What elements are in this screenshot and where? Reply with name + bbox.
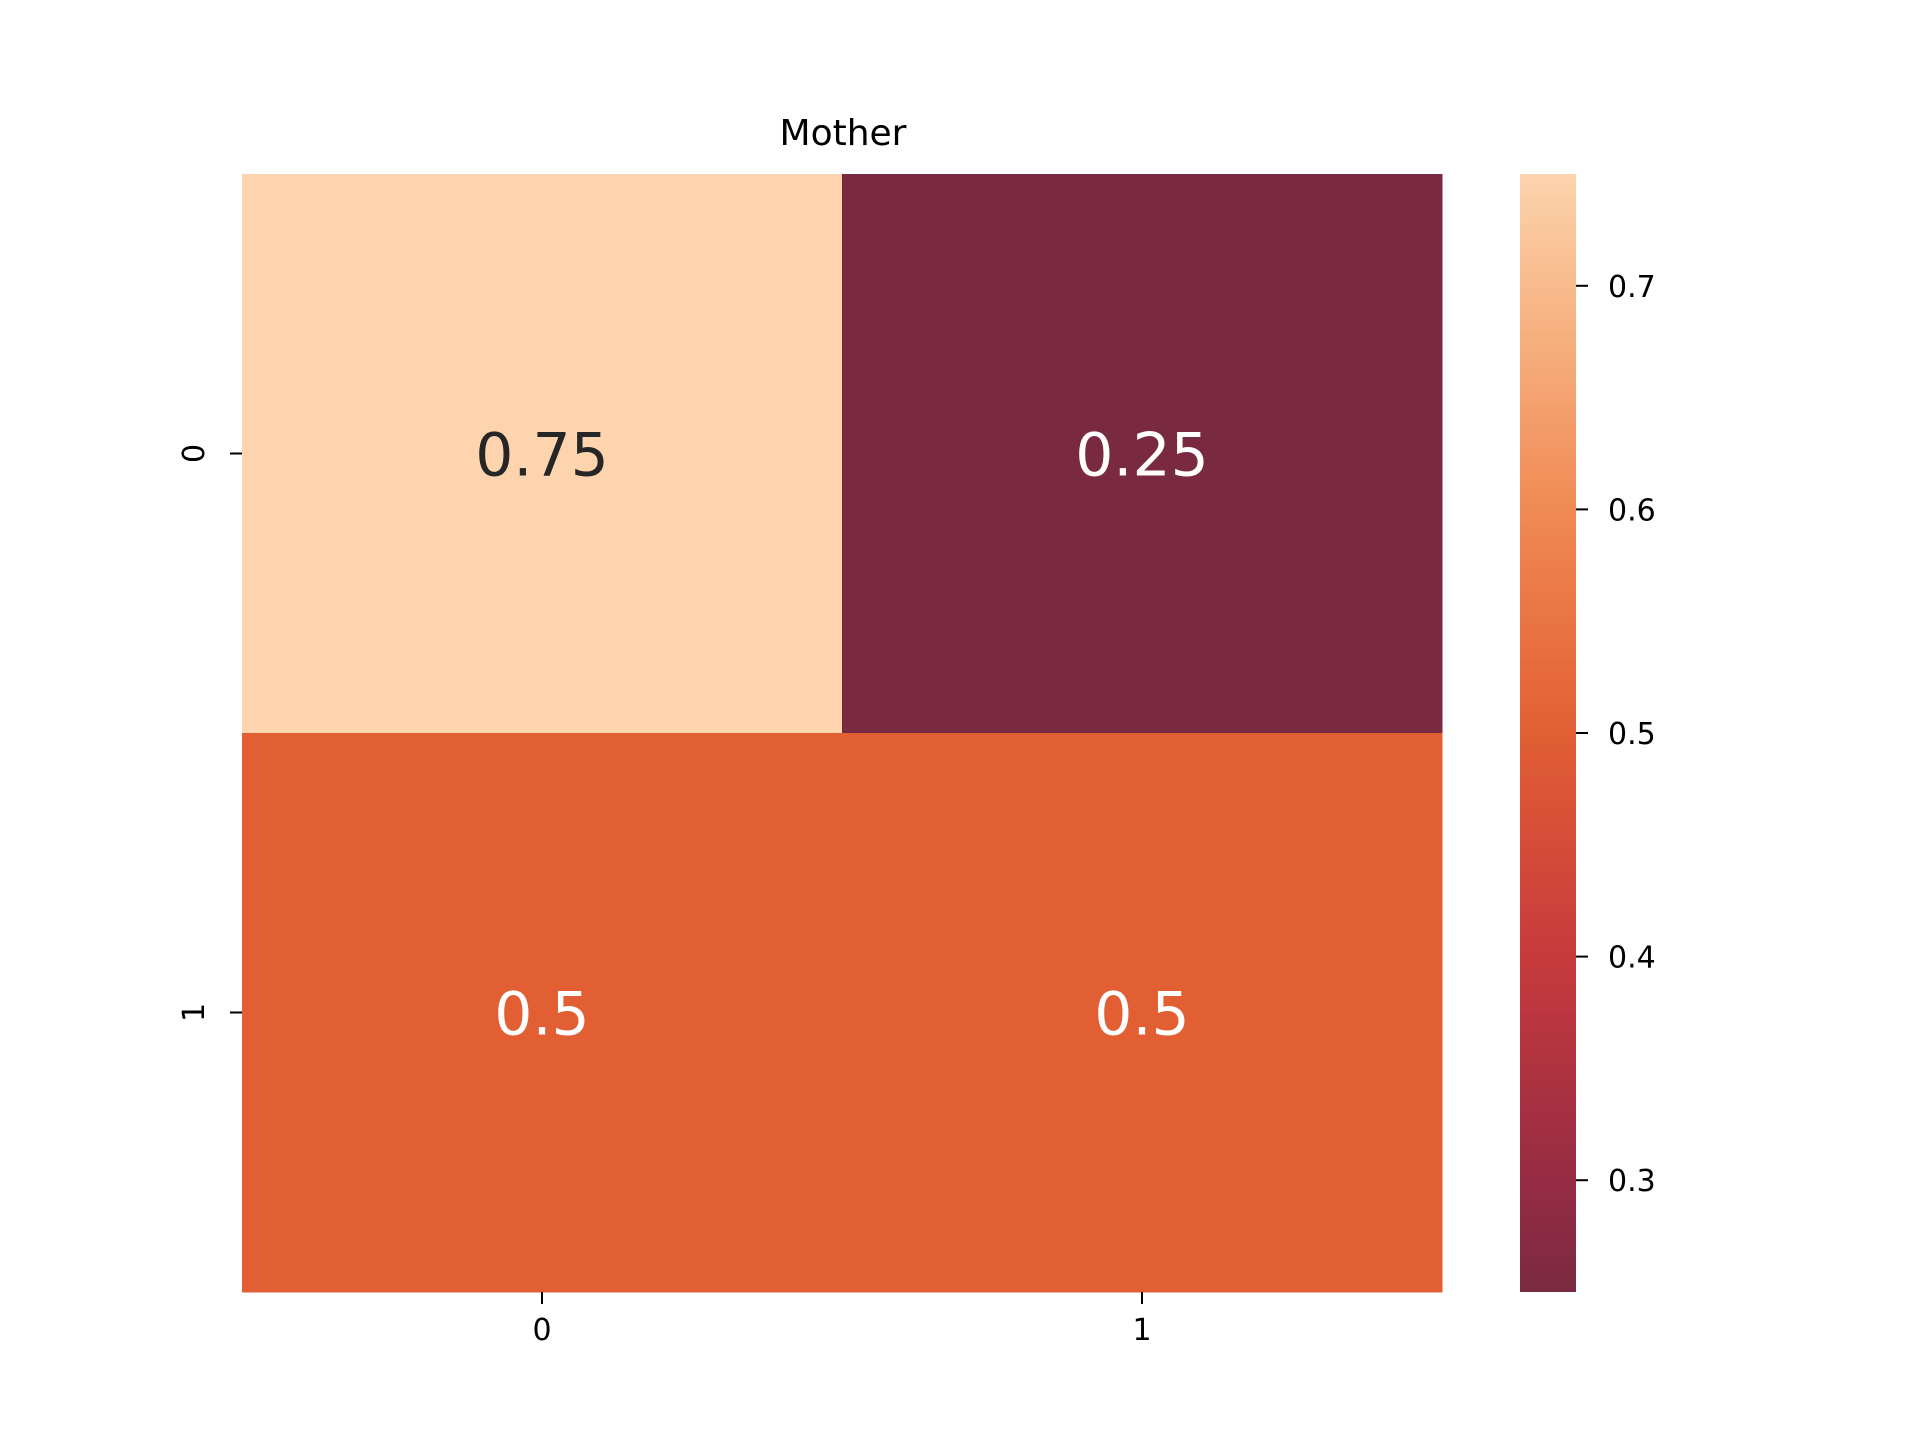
colorbar-gradient	[1520, 174, 1576, 1292]
chart-title: Mother	[780, 113, 907, 154]
colorbar-tick-label: 0.3	[1608, 1164, 1656, 1199]
cell-value-label: 0.5	[1094, 980, 1189, 1050]
cell-value-label: 0.25	[1075, 421, 1209, 491]
colorbar-tick-label: 0.5	[1608, 717, 1656, 752]
colorbar-tick-label: 0.7	[1608, 270, 1656, 305]
x-tick-label: 1	[1132, 1313, 1151, 1348]
cell-value-label: 0.5	[494, 980, 589, 1050]
heatmap-cell-0-1	[842, 174, 1443, 734]
colorbar-tick-label: 0.4	[1608, 941, 1656, 976]
x-tick-label: 0	[532, 1313, 551, 1348]
y-tick-label: 1	[177, 1003, 212, 1022]
y-tick-label: 0	[177, 444, 212, 463]
heatmap-cells: 0.75 0.25 0.5 0.5	[242, 174, 1443, 1293]
y-axis: 01	[177, 444, 242, 1022]
heatmap-cell-1-0	[242, 733, 843, 1293]
heatmap-cell-0-0	[242, 174, 843, 734]
cell-value-label: 0.75	[475, 421, 609, 491]
colorbar: 0.3 0.4 0.5 0.6 0.7	[1520, 174, 1656, 1292]
heatmap-cell-1-1	[842, 733, 1443, 1293]
colorbar-tick-label: 0.6	[1608, 493, 1656, 528]
